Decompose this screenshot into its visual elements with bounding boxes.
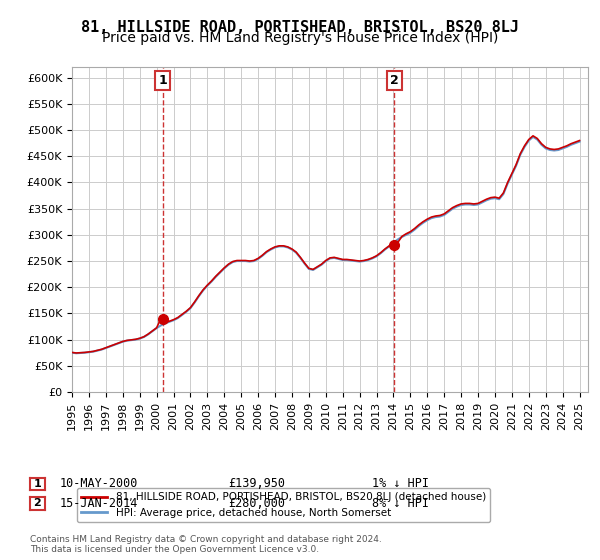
Text: 10-MAY-2000: 10-MAY-2000 bbox=[60, 477, 139, 491]
Legend: 81, HILLSIDE ROAD, PORTISHEAD, BRISTOL, BS20 8LJ (detached house), HPI: Average : 81, HILLSIDE ROAD, PORTISHEAD, BRISTOL, … bbox=[77, 488, 490, 522]
Text: 15-JAN-2014: 15-JAN-2014 bbox=[60, 497, 139, 510]
Text: £139,950: £139,950 bbox=[228, 477, 285, 491]
Text: 8% ↓ HPI: 8% ↓ HPI bbox=[372, 497, 429, 510]
Text: 2: 2 bbox=[390, 74, 398, 87]
Text: 1: 1 bbox=[34, 479, 41, 489]
Text: £280,000: £280,000 bbox=[228, 497, 285, 510]
Text: 1: 1 bbox=[158, 74, 167, 87]
Text: 2: 2 bbox=[34, 498, 41, 508]
Text: Contains HM Land Registry data © Crown copyright and database right 2024.
This d: Contains HM Land Registry data © Crown c… bbox=[30, 535, 382, 554]
Text: 1% ↓ HPI: 1% ↓ HPI bbox=[372, 477, 429, 491]
Text: Price paid vs. HM Land Registry's House Price Index (HPI): Price paid vs. HM Land Registry's House … bbox=[102, 31, 498, 45]
Text: 81, HILLSIDE ROAD, PORTISHEAD, BRISTOL, BS20 8LJ: 81, HILLSIDE ROAD, PORTISHEAD, BRISTOL, … bbox=[81, 20, 519, 35]
